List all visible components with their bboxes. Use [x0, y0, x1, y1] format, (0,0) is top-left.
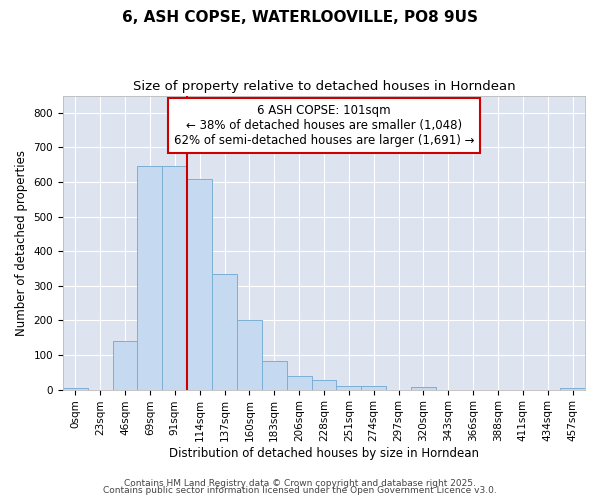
Text: 6 ASH COPSE: 101sqm
← 38% of detached houses are smaller (1,048)
62% of semi-det: 6 ASH COPSE: 101sqm ← 38% of detached ho…	[174, 104, 474, 148]
Bar	[212, 274, 237, 390]
Bar	[411, 387, 436, 390]
Bar	[63, 388, 88, 390]
Text: Contains HM Land Registry data © Crown copyright and database right 2025.: Contains HM Land Registry data © Crown c…	[124, 478, 476, 488]
Bar	[361, 386, 386, 390]
Bar	[262, 361, 287, 390]
Bar	[287, 376, 311, 390]
Bar	[337, 386, 361, 390]
X-axis label: Distribution of detached houses by size in Horndean: Distribution of detached houses by size …	[169, 447, 479, 460]
Bar	[237, 320, 262, 390]
Text: Contains public sector information licensed under the Open Government Licence v3: Contains public sector information licen…	[103, 486, 497, 495]
Bar	[311, 380, 337, 390]
Bar	[113, 341, 137, 390]
Title: Size of property relative to detached houses in Horndean: Size of property relative to detached ho…	[133, 80, 515, 93]
Bar	[137, 166, 163, 390]
Y-axis label: Number of detached properties: Number of detached properties	[15, 150, 28, 336]
Bar	[560, 388, 585, 390]
Text: 6, ASH COPSE, WATERLOOVILLE, PO8 9US: 6, ASH COPSE, WATERLOOVILLE, PO8 9US	[122, 10, 478, 25]
Bar	[187, 178, 212, 390]
Bar	[163, 166, 187, 390]
